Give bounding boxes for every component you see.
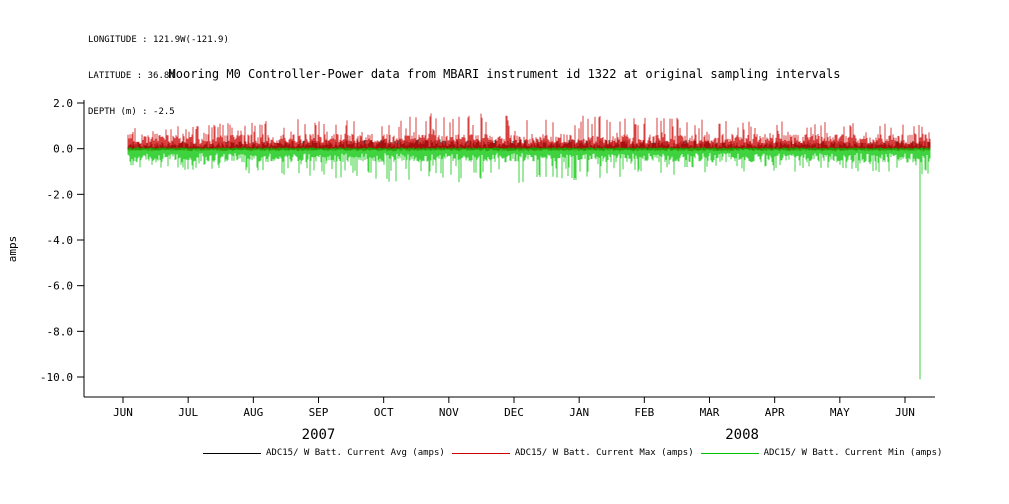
x-tick-label: FEB: [634, 406, 654, 419]
x-tick-label: SEP: [309, 406, 329, 419]
series-max-path: [127, 113, 931, 152]
x-tick-label: AUG: [243, 406, 263, 419]
year-label: 2008: [725, 427, 759, 443]
y-tick-label: -6.0: [47, 280, 74, 293]
y-tick-label: -2.0: [47, 188, 74, 201]
chart-title: Mooring M0 Controller-Power data from MB…: [168, 67, 841, 81]
legend-item-max: ADC15/ W Batt. Current Max (amps): [451, 448, 694, 458]
x-tick-label: JAN: [569, 406, 589, 419]
y-axis-title: amps: [6, 236, 19, 263]
max-legend-label: ADC15/ W Batt. Current Max (amps): [514, 448, 694, 458]
x-tick-label: APR: [765, 406, 785, 419]
legend-item-min: ADC15/ W Batt. Current Min (amps): [700, 448, 943, 458]
min-legend-line-swatch: [700, 452, 759, 454]
avg-legend-line-swatch: [203, 452, 261, 454]
min-legend-label: ADC15/ W Batt. Current Min (amps): [763, 448, 943, 458]
depth-label: DEPTH (m) : -2.5: [88, 107, 175, 117]
x-tick-label: OCT: [374, 406, 394, 419]
y-tick-label: -8.0: [47, 325, 74, 338]
x-tick-label: NOV: [439, 406, 459, 419]
avg-legend-label: ADC15/ W Batt. Current Avg (amps): [266, 448, 445, 458]
x-tick-label: JUN: [113, 406, 133, 419]
location-header: LONGITUDE : 121.9W(-121.9) LATITUDE : 36…: [88, 10, 229, 142]
legend-item-avg: ADC15/ W Batt. Current Avg (amps): [203, 448, 445, 458]
y-tick-label: 2.0: [53, 97, 73, 110]
year-label: 2007: [302, 427, 336, 443]
x-tick-label: DEC: [504, 406, 524, 419]
latitude-label: LATITUDE : 36.8N: [88, 71, 175, 81]
y-tick-label: 0.0: [53, 143, 73, 156]
x-tick-label: MAY: [830, 406, 850, 419]
x-tick-label: MAR: [700, 406, 720, 419]
x-tick-label: JUN: [895, 406, 915, 419]
x-tick-label: JUL: [178, 406, 198, 419]
max-legend-line-swatch: [451, 452, 510, 454]
y-tick-label: -10.0: [40, 371, 73, 384]
series-min-path: [127, 147, 931, 380]
chart-legend: ADC15/ W Batt. Current Avg (amps) ADC15/…: [203, 448, 942, 458]
y-tick-label: -4.0: [47, 234, 74, 247]
longitude-label: LONGITUDE : 121.9W(-121.9): [88, 35, 229, 45]
